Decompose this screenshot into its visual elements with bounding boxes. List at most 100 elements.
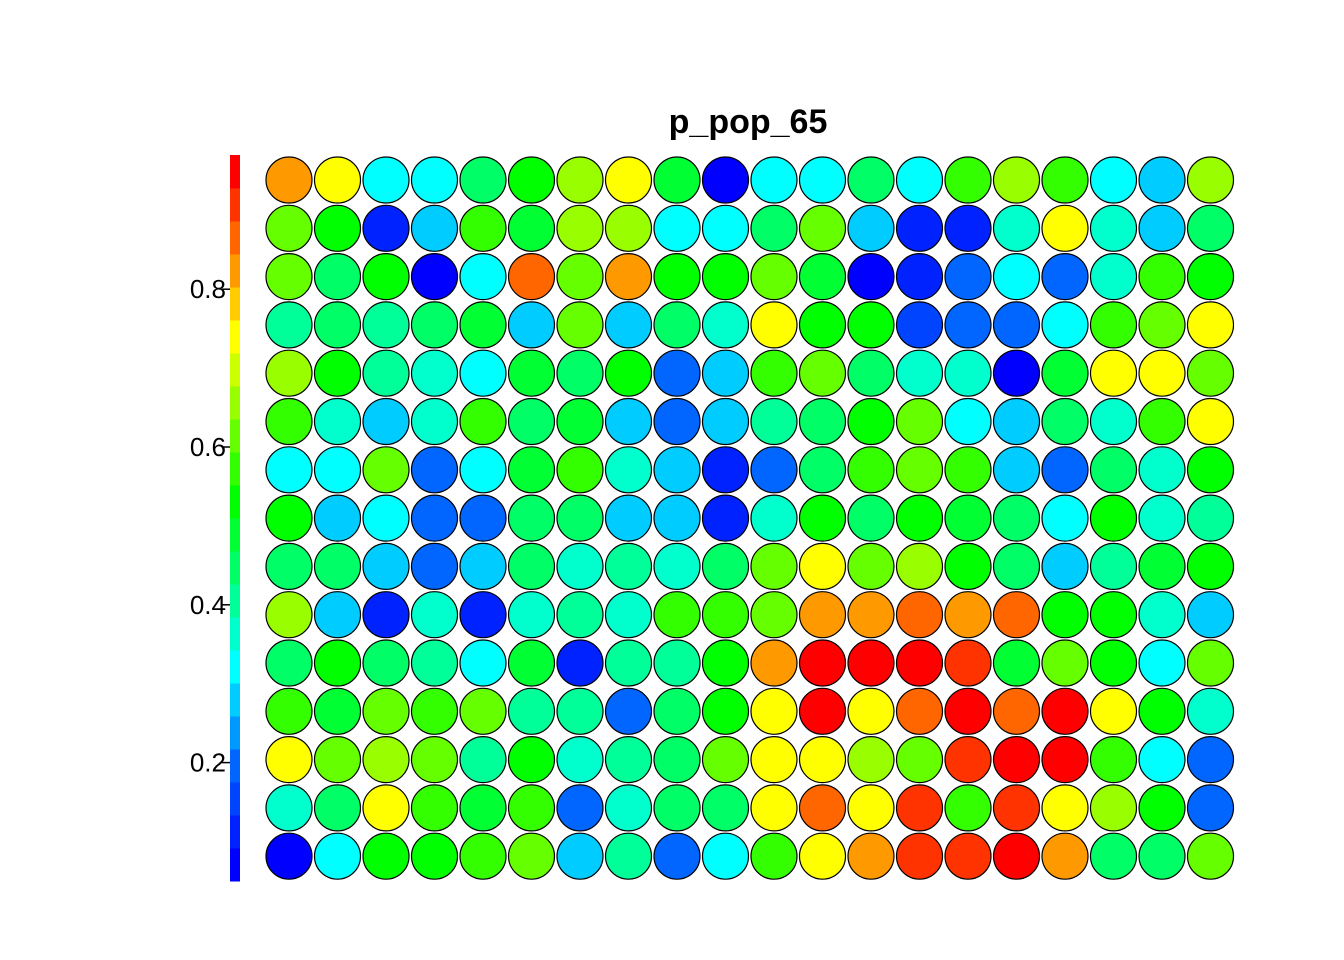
colorbar-segment xyxy=(230,683,240,717)
heatmap-cell xyxy=(604,156,653,204)
heatmap-cell xyxy=(798,349,847,397)
heatmap-cell xyxy=(750,832,798,880)
heatmap-cell xyxy=(1138,735,1186,784)
heatmap-cell xyxy=(1186,784,1235,832)
heatmap-cell xyxy=(944,446,992,494)
heatmap-cell xyxy=(410,591,459,639)
heatmap-cell xyxy=(1089,542,1138,591)
heatmap-cell xyxy=(1089,156,1138,204)
heatmap-cell xyxy=(1186,591,1235,639)
heatmap-cell xyxy=(604,591,653,639)
heatmap-cell xyxy=(895,591,944,639)
heatmap-cell xyxy=(847,446,895,494)
heatmap-cell xyxy=(992,301,1041,349)
heatmap-cell xyxy=(459,446,507,494)
heatmap-cell xyxy=(701,156,750,204)
heatmap-cell xyxy=(1041,832,1089,880)
heatmap-cell xyxy=(556,784,604,832)
heatmap-cell xyxy=(507,204,556,252)
colorbar-segment xyxy=(230,716,240,750)
heatmap-cell xyxy=(798,735,847,784)
heatmap-cell xyxy=(944,735,992,784)
heatmap-cell xyxy=(1041,494,1089,542)
heatmap-cell xyxy=(750,735,798,784)
heatmap-cell xyxy=(604,542,653,591)
heatmap-cell xyxy=(459,687,507,735)
heatmap-cell xyxy=(265,253,313,301)
heatmap-cell xyxy=(750,156,798,204)
heatmap-cell xyxy=(1089,301,1138,349)
heatmap-cell xyxy=(459,735,507,784)
heatmap-cell xyxy=(798,542,847,591)
heatmap-cell xyxy=(944,494,992,542)
heatmap-cell xyxy=(944,784,992,832)
heatmap-cell xyxy=(410,639,459,687)
heatmap-cell xyxy=(1138,687,1186,735)
heatmap-cell xyxy=(944,639,992,687)
heatmap-cell xyxy=(653,156,701,204)
heatmap-cell xyxy=(265,156,313,204)
heatmap-cell xyxy=(798,832,847,880)
heatmap-cell xyxy=(362,446,410,494)
heatmap-cell xyxy=(362,253,410,301)
heatmap-cell xyxy=(556,156,604,204)
heatmap-cell xyxy=(653,542,701,591)
heatmap-cell xyxy=(410,735,459,784)
heatmap-cell xyxy=(507,301,556,349)
heatmap-cell xyxy=(1089,204,1138,252)
heatmap-cell xyxy=(1186,832,1235,880)
heatmap-cell xyxy=(1041,639,1089,687)
heatmap-cell xyxy=(750,204,798,252)
colorbar-segment xyxy=(230,518,240,552)
heatmap-cell xyxy=(459,639,507,687)
colorbar-tick-label: 0.2 xyxy=(190,748,226,778)
heatmap-cell xyxy=(265,784,313,832)
heatmap-cell xyxy=(459,832,507,880)
heatmap-cell xyxy=(507,639,556,687)
heatmap-cell xyxy=(556,204,604,252)
heatmap-cell xyxy=(1138,397,1186,446)
heatmap-cell xyxy=(847,156,895,204)
heatmap-cell xyxy=(798,687,847,735)
heatmap-cell xyxy=(895,639,944,687)
heatmap-cell xyxy=(750,542,798,591)
heatmap-cell xyxy=(895,784,944,832)
heatmap-cell xyxy=(798,446,847,494)
colorbar-segment xyxy=(230,155,240,189)
colorbar-segment xyxy=(230,452,240,486)
heatmap-cell xyxy=(653,349,701,397)
heatmap-cell xyxy=(556,301,604,349)
heatmap-cell xyxy=(313,591,362,639)
heatmap-cell xyxy=(265,349,313,397)
heatmap-cell xyxy=(1186,446,1235,494)
colorbar-segment xyxy=(230,782,240,816)
heatmap-cell xyxy=(1041,784,1089,832)
heatmap-cell xyxy=(265,735,313,784)
heatmap-cell xyxy=(1138,591,1186,639)
heatmap-cell xyxy=(944,832,992,880)
heatmap-cell xyxy=(556,446,604,494)
heatmap-cell xyxy=(604,687,653,735)
heatmap-cell xyxy=(362,349,410,397)
heatmap-cell xyxy=(701,301,750,349)
colorbar-segment xyxy=(230,584,240,618)
heatmap-cell xyxy=(750,253,798,301)
heatmap-cell xyxy=(701,349,750,397)
heatmap-cell xyxy=(556,832,604,880)
heatmap-cell xyxy=(1186,253,1235,301)
heatmap-cell xyxy=(847,832,895,880)
heatmap-cell xyxy=(556,349,604,397)
heatmap-cell xyxy=(847,397,895,446)
heatmap-cell xyxy=(459,253,507,301)
heatmap-cell xyxy=(750,591,798,639)
heatmap-cell xyxy=(701,542,750,591)
heatmap-cell xyxy=(313,784,362,832)
heatmap-cell xyxy=(1041,397,1089,446)
heatmap-cell xyxy=(653,591,701,639)
heatmap-cell xyxy=(992,446,1041,494)
heatmap-cell xyxy=(1041,591,1089,639)
heatmap-cell xyxy=(604,253,653,301)
heatmap-cell xyxy=(701,687,750,735)
heatmap-cell xyxy=(410,204,459,252)
